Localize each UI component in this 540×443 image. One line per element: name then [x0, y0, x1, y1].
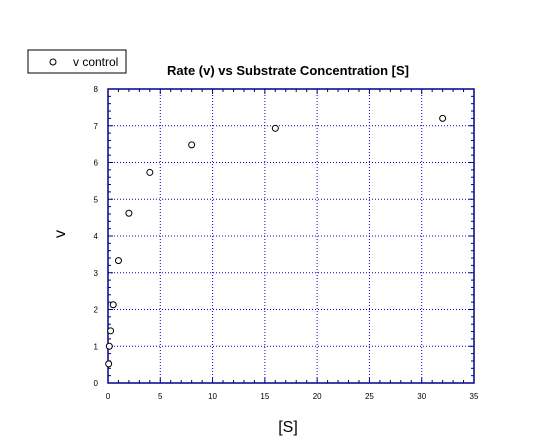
- legend-label: v control: [73, 55, 118, 69]
- x-tick-label: 25: [365, 392, 374, 401]
- x-axis-title: [S]: [278, 419, 298, 436]
- chart-title: Rate (v) vs Substrate Concentration [S]: [167, 63, 409, 78]
- data-point: [125, 209, 133, 217]
- y-tick-label: 0: [94, 379, 99, 388]
- data-point: [107, 327, 115, 335]
- x-tick-label: 20: [313, 392, 322, 401]
- legend-marker-icon: [49, 58, 57, 66]
- y-tick-label: 3: [94, 269, 99, 278]
- data-point: [109, 301, 117, 309]
- x-tick-label: 35: [470, 392, 479, 401]
- y-tick-label: 6: [94, 159, 99, 168]
- legend-box: [27, 49, 127, 74]
- x-tick-labels: 0 5 10 15 20 25 30 35: [106, 392, 479, 401]
- data-point: [188, 141, 196, 149]
- y-tick-label: 2: [94, 306, 99, 315]
- y-tick-label: 8: [94, 85, 99, 94]
- data-point: [146, 168, 154, 176]
- grid-lines: [108, 89, 474, 383]
- data-point: [105, 342, 113, 350]
- data-points: [105, 114, 447, 368]
- x-tick-label: 10: [208, 392, 217, 401]
- y-tick-label: 4: [94, 232, 99, 241]
- x-tick-label: 15: [260, 392, 269, 401]
- legend: v control: [27, 49, 127, 74]
- y-tick-label: 7: [94, 122, 99, 131]
- y-axis-title: v: [52, 230, 69, 238]
- x-tick-label: 5: [158, 392, 163, 401]
- y-tick-labels: 0 1 2 3 4 5 6 7 8: [94, 85, 99, 388]
- x-tick-label: 30: [417, 392, 426, 401]
- data-point: [114, 257, 122, 265]
- data-point: [439, 114, 447, 122]
- axis-ticks: [107, 88, 475, 384]
- data-point: [271, 124, 279, 132]
- x-tick-label: 0: [106, 392, 111, 401]
- y-tick-label: 1: [94, 342, 99, 351]
- y-tick-label: 5: [94, 195, 99, 204]
- data-point: [105, 360, 113, 368]
